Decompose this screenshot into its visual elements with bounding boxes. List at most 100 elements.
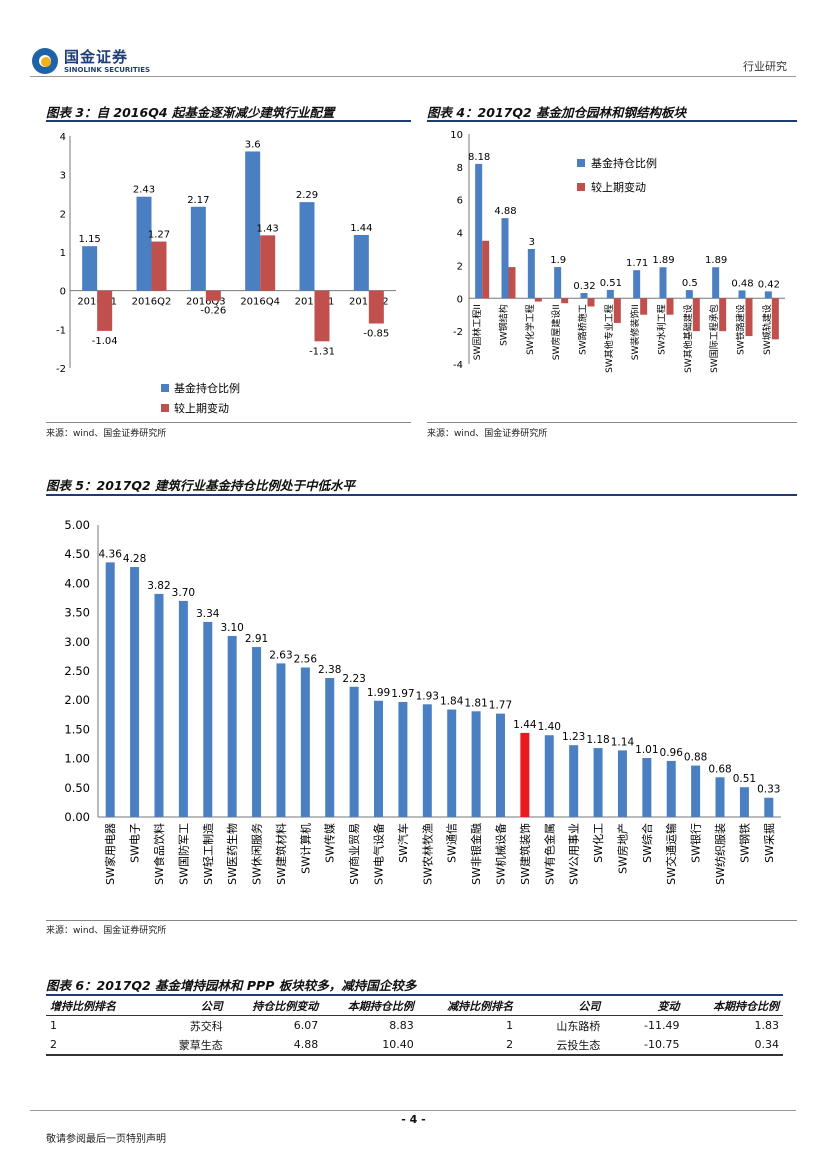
y-tick-label: -2 xyxy=(453,327,463,338)
logo-en: SINOLINK SECURITIES xyxy=(64,66,151,74)
data-label: 0.51 xyxy=(600,278,622,289)
fig4-title: 图表 4：2017Q2 基金加仓园林和钢结构板块 xyxy=(427,105,687,120)
table-header-row: 增持比例排名 公司 持仓比例变动 本期持仓比例 减持比例排名 公司 变动 本期持… xyxy=(46,996,783,1016)
bar-holding xyxy=(606,289,614,299)
bar xyxy=(349,686,359,817)
x-tick-label: SW房屋建设II xyxy=(550,304,562,360)
bar-change xyxy=(260,235,276,291)
y-tick-label: 4 xyxy=(60,132,66,143)
fig6-title-rule xyxy=(46,994,783,996)
bar xyxy=(130,567,140,817)
x-tick-label: SW计算机 xyxy=(298,823,312,874)
data-label: 3 xyxy=(529,237,535,248)
th-holding-b: 本期持仓比例 xyxy=(683,996,783,1016)
data-label: 3.70 xyxy=(172,587,195,599)
bar-change xyxy=(719,298,727,332)
bar-change xyxy=(97,290,113,331)
y-tick-label: 0 xyxy=(60,287,66,298)
table-cell: 8.83 xyxy=(389,1019,414,1032)
data-label: 2.29 xyxy=(296,190,318,201)
bar xyxy=(300,667,310,817)
y-tick-label: 3 xyxy=(60,171,66,182)
data-label: 1.23 xyxy=(562,731,585,743)
y-tick-label: 2 xyxy=(457,261,463,272)
bar-change xyxy=(613,298,621,323)
bar-holding xyxy=(475,163,483,299)
bar-change xyxy=(151,241,167,291)
x-tick-label: SW园林工程II xyxy=(471,304,483,360)
y-tick-label: 4.00 xyxy=(64,576,90,590)
fig6-table: 增持比例排名 公司 持仓比例变动 本期持仓比例 减持比例排名 公司 变动 本期持… xyxy=(46,996,783,1055)
data-label: 0.96 xyxy=(660,747,684,759)
x-tick-label: SW通信 xyxy=(446,823,459,863)
legend-swatch xyxy=(577,183,585,191)
bar-holding xyxy=(580,293,588,299)
table-cell: 山东路桥 xyxy=(556,1019,601,1033)
legend-label: 基金持仓比例 xyxy=(174,381,240,395)
x-tick-label: SW电气设备 xyxy=(372,823,386,885)
y-tick-label: 4 xyxy=(457,229,463,240)
bar xyxy=(398,701,408,817)
x-tick-label: SW汽车 xyxy=(396,823,410,863)
data-label: 1.44 xyxy=(513,719,537,731)
data-label: 2.63 xyxy=(269,649,292,661)
data-label: 1.93 xyxy=(416,690,439,702)
x-tick-label: SW路桥施工 xyxy=(577,304,589,355)
table-cell: 6.07 xyxy=(293,1019,319,1032)
data-label: 0.88 xyxy=(684,752,707,764)
bar-highlight xyxy=(520,732,530,817)
report-category: 行业研究 xyxy=(743,60,787,73)
legend-swatch xyxy=(161,384,169,392)
bar xyxy=(569,745,579,817)
data-label: 3.10 xyxy=(220,622,243,634)
fig3-title-rule xyxy=(46,120,411,122)
table-cell: 云投生态 xyxy=(556,1038,601,1052)
data-label: 1.18 xyxy=(586,734,609,746)
bar xyxy=(739,787,749,817)
data-label: 2.17 xyxy=(187,195,209,206)
table-cell: 1 xyxy=(50,1019,57,1032)
x-tick-label: SW休闲服务 xyxy=(250,823,264,885)
x-tick-label: SW医药生物 xyxy=(225,823,239,885)
data-label: 1.71 xyxy=(626,258,648,269)
legend-label: 较上期变动 xyxy=(174,401,229,415)
table-row: 1 苏交科 6.07 8.83 1 山东路桥 -11.49 1.83 xyxy=(46,1016,783,1036)
page-number: - 4 - xyxy=(401,1113,426,1126)
fig3-chart: 4 3 2 1 0 -1 -2 2016Q1 1.15 -1.04 2016Q2 2.43 1.27 20… xyxy=(56,132,396,415)
table-row: 2 蒙草生态 4.88 10.40 2 云投生态 -10.75 0.34 xyxy=(46,1035,783,1055)
logo: 国金证券 SINOLINK SECURITIES xyxy=(30,44,160,78)
y-tick-label: 1 xyxy=(60,248,66,259)
x-tick-label: SW水利工程 xyxy=(656,304,668,355)
data-label: 0.5 xyxy=(682,278,698,289)
data-label: 0.68 xyxy=(708,763,731,775)
bar-change xyxy=(771,298,779,340)
table-cell: 2 xyxy=(50,1038,57,1051)
bar xyxy=(544,735,554,817)
y-tick-label: 0.50 xyxy=(64,781,90,795)
data-label: -0.85 xyxy=(363,329,389,340)
x-tick-label: SW机械设备 xyxy=(493,823,507,885)
x-tick-label: SW食品饮料 xyxy=(152,823,166,885)
bar xyxy=(252,647,262,817)
bar xyxy=(593,748,603,817)
y-tick-label: 3.00 xyxy=(64,635,90,649)
x-tick-label: SW公用事业 xyxy=(568,823,581,885)
x-tick-label: SW采掘 xyxy=(762,823,776,863)
table-cell: 0.34 xyxy=(754,1038,780,1051)
bar-holding xyxy=(501,218,509,299)
data-label: 1.01 xyxy=(635,744,658,756)
data-label: 1.84 xyxy=(440,696,464,708)
x-tick-label: SW钢结构 xyxy=(498,304,510,346)
bar xyxy=(691,765,701,817)
legend-label: 基金持仓比例 xyxy=(591,156,657,170)
fig5-source: 来源：wind、国金证券研究所 xyxy=(46,926,167,936)
logo-cn: 国金证券 xyxy=(64,48,129,66)
footer-disclaimer: 敬请参阅最后一页特别声明 xyxy=(46,1134,166,1145)
bar-change xyxy=(534,298,542,302)
fig4-title-rule xyxy=(427,120,797,122)
fig5-source-rule xyxy=(46,920,797,921)
x-tick-label: SW建筑装饰 xyxy=(518,823,532,885)
bar xyxy=(374,700,384,817)
y-tick-label: 0 xyxy=(457,294,463,305)
th-company-b: 公司 xyxy=(517,996,605,1016)
